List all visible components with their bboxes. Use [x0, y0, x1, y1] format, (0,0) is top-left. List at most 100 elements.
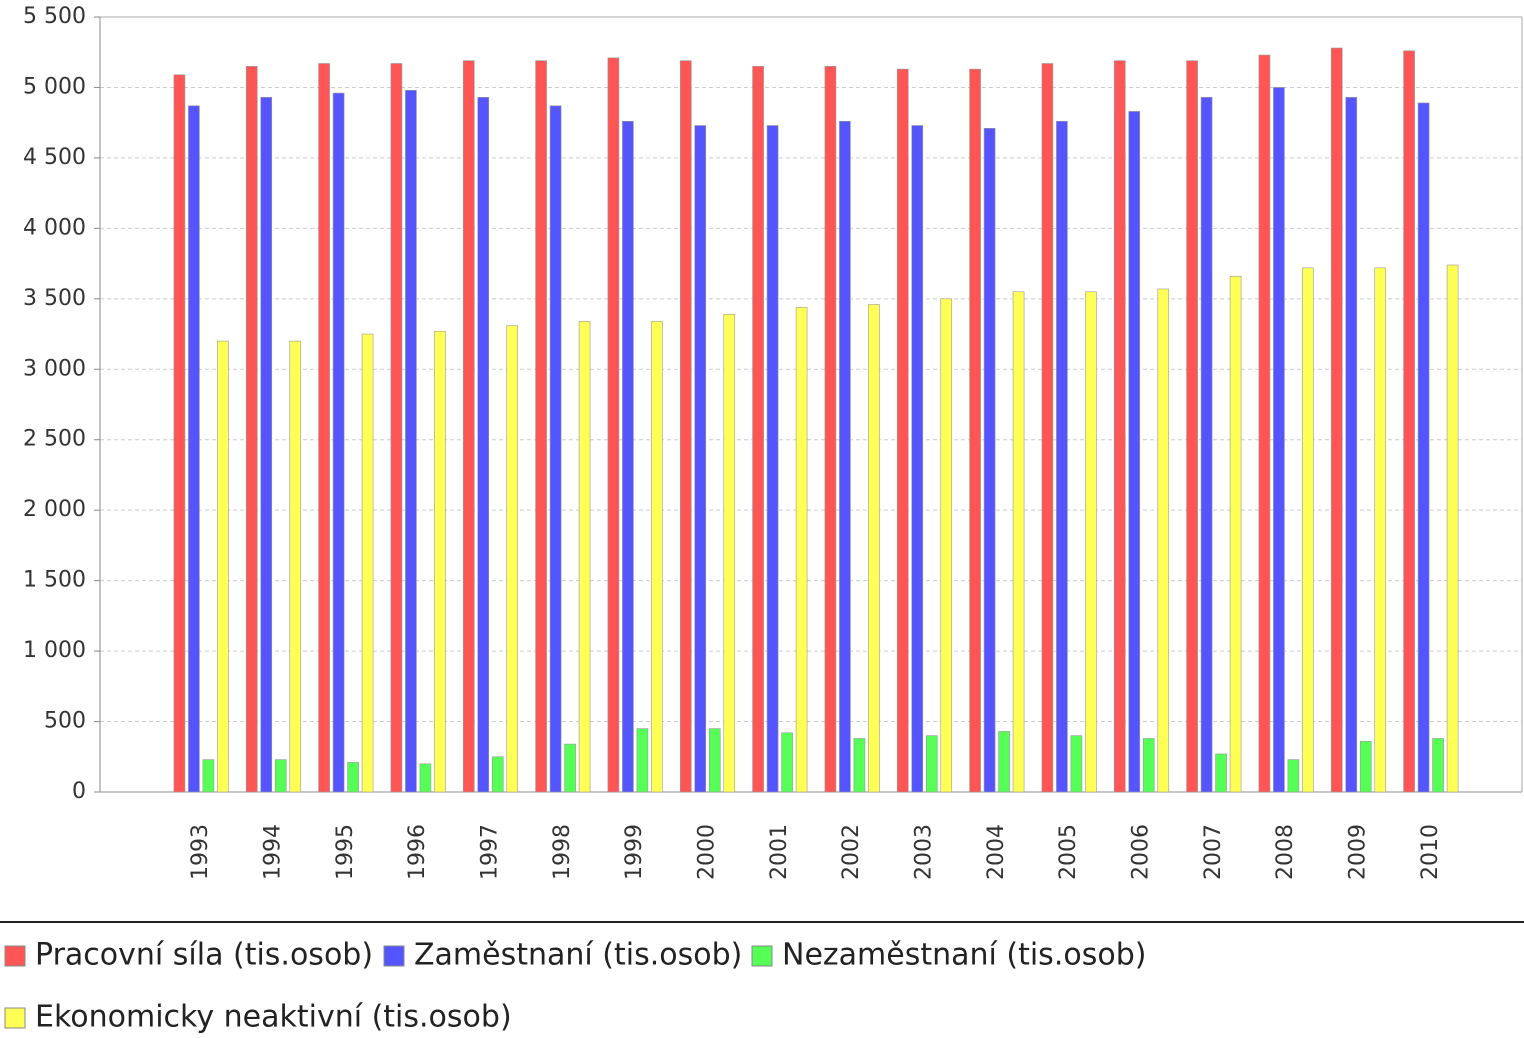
bar	[969, 68, 981, 793]
bar	[1345, 97, 1358, 793]
bar	[274, 759, 287, 793]
bar	[795, 306, 808, 793]
bar	[723, 314, 736, 793]
bar	[1085, 291, 1097, 793]
bar	[766, 125, 779, 793]
bar	[1041, 63, 1054, 793]
bar	[694, 125, 707, 793]
bar	[1229, 275, 1242, 793]
bar	[564, 743, 576, 793]
bar	[477, 97, 490, 793]
bar	[925, 735, 938, 793]
x-tick-label: 2002	[839, 824, 864, 880]
legend-swatch	[383, 945, 405, 967]
bar	[1359, 740, 1372, 793]
bar	[1186, 60, 1198, 793]
bar	[911, 125, 924, 793]
x-tick-label: 1999	[622, 824, 647, 880]
x-tick-label: 1993	[188, 824, 213, 880]
x-tick-label: 2009	[1346, 824, 1371, 880]
bar	[781, 732, 793, 793]
bar	[853, 738, 866, 793]
bar	[462, 60, 475, 793]
bar	[347, 762, 359, 793]
x-tick-label: 1998	[550, 824, 575, 880]
bar	[651, 321, 663, 793]
bar	[405, 89, 417, 793]
bar	[1056, 120, 1068, 793]
bar	[607, 57, 620, 793]
x-tick-label: 2005	[1056, 824, 1081, 880]
legend-label: Ekonomicky neaktivní (tis.osob)	[35, 1000, 512, 1035]
bar	[1157, 288, 1170, 793]
y-tick-label: 1 500	[23, 568, 86, 593]
y-tick-label: 2 000	[23, 497, 86, 522]
bar	[679, 60, 692, 793]
bar	[188, 105, 200, 793]
bar	[173, 74, 186, 793]
x-tick-label: 1996	[405, 824, 430, 880]
x-tick-label: 1995	[333, 824, 358, 880]
x-tick-label: 2006	[1129, 824, 1154, 880]
bar	[1330, 47, 1343, 793]
bar	[1128, 111, 1141, 793]
x-tick-label: 2001	[767, 824, 792, 880]
bar	[1374, 267, 1387, 793]
bar	[1273, 87, 1285, 793]
bar	[1200, 97, 1213, 793]
bar	[896, 68, 909, 793]
bar	[390, 63, 403, 793]
bar	[868, 304, 880, 793]
bar	[1070, 735, 1083, 793]
x-tick-label: 2003	[912, 824, 937, 880]
bar	[434, 330, 446, 793]
bar	[1012, 291, 1025, 793]
bar	[1403, 50, 1415, 793]
y-tick-label: 3 000	[23, 356, 86, 381]
y-tick-label: 0	[72, 779, 86, 804]
bar	[1287, 759, 1300, 793]
bar	[318, 63, 330, 793]
x-tick-label: 1994	[261, 824, 286, 880]
bar	[708, 728, 721, 793]
bar	[419, 763, 432, 793]
legend-label: Pracovní síla (tis.osob)	[35, 938, 373, 973]
bar	[824, 66, 837, 793]
y-tick-label: 2 500	[23, 427, 86, 452]
bar	[839, 120, 851, 793]
x-tick-label: 2000	[695, 824, 720, 880]
bar	[1113, 60, 1126, 793]
bar	[998, 731, 1010, 793]
legend-label: Zaměstnaní (tis.osob)	[414, 938, 742, 973]
x-tick-label: 1997	[478, 824, 503, 880]
y-tick-label: 4 000	[23, 215, 86, 240]
bar	[578, 321, 591, 793]
bar	[506, 325, 519, 793]
bar	[1417, 102, 1430, 793]
bar	[535, 60, 547, 793]
bar	[361, 333, 374, 793]
bar	[752, 66, 764, 793]
bar	[549, 105, 562, 793]
bar	[289, 340, 302, 793]
y-tick-label: 5 500	[23, 4, 86, 29]
bar	[1215, 753, 1227, 793]
x-tick-label: 2007	[1201, 824, 1226, 880]
bar	[1258, 54, 1271, 793]
y-tick-label: 5 000	[23, 74, 86, 99]
bar	[202, 759, 215, 793]
bar	[1432, 738, 1444, 793]
legend-label: Nezaměstnaní (tis.osob)	[782, 938, 1146, 973]
bar	[260, 97, 273, 793]
bar	[1142, 738, 1155, 793]
bar	[983, 128, 996, 793]
legend-swatch	[4, 945, 26, 967]
legend-swatch	[751, 945, 773, 967]
y-tick-label: 4 500	[23, 145, 86, 170]
bar	[332, 92, 345, 793]
y-tick-label: 500	[44, 709, 86, 734]
bar	[245, 66, 258, 793]
legend-swatch	[4, 1007, 26, 1029]
